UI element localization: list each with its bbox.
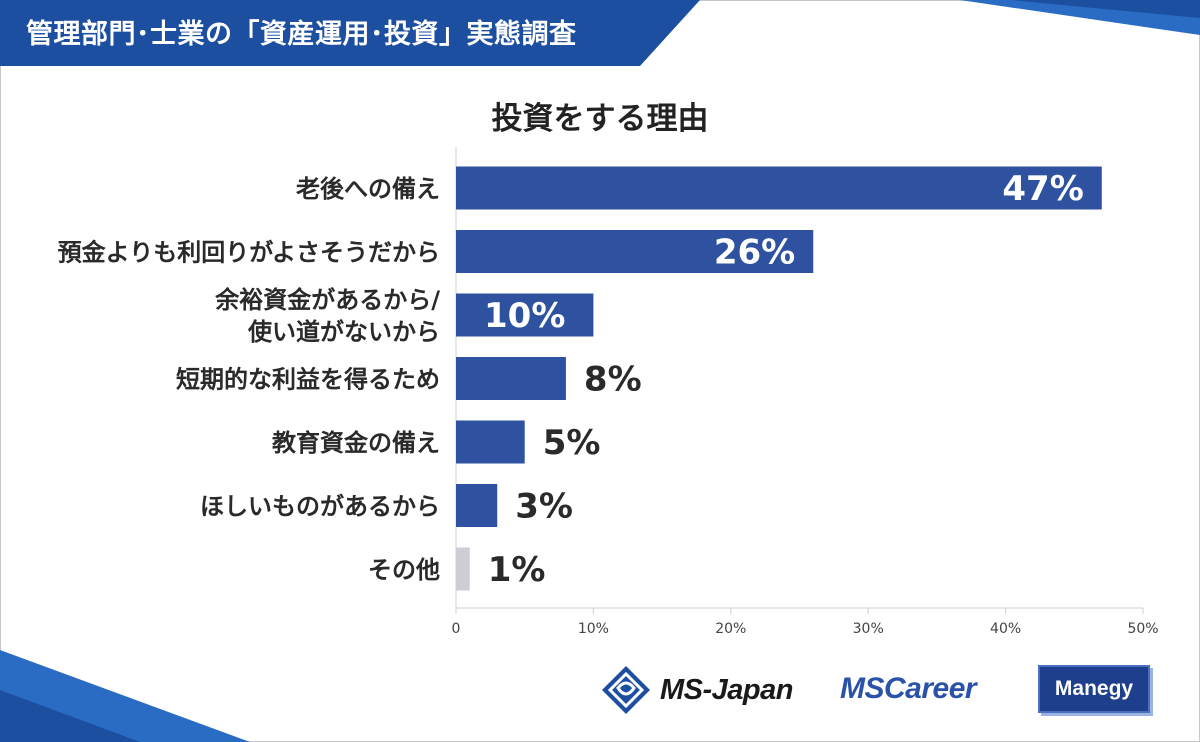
msjapan-diamond-icon — [602, 666, 650, 714]
category-label: ほしいものがあるから — [200, 493, 440, 521]
x-tick-label: 40% — [990, 621, 1021, 637]
category-label: 預金よりも利回りがよさそうだから — [58, 239, 440, 267]
category-label: 教育資金の備え — [272, 429, 440, 457]
bar — [456, 484, 498, 527]
value-label: 10% — [484, 296, 565, 336]
bar — [456, 357, 566, 400]
header-banner — [0, 0, 700, 66]
bar — [456, 293, 594, 337]
bar — [456, 166, 1102, 210]
manegy-logo-text: Manegy — [1054, 677, 1134, 700]
msjapan-logo-text: MS-Japan — [660, 673, 793, 706]
header-title: 管理部門･士業の「資産運用･投資」実態調査 — [26, 19, 577, 50]
x-tick-label: 0 — [452, 621, 461, 637]
x-tick-label: 30% — [853, 621, 884, 637]
manegy-logo: Manegy — [1038, 665, 1150, 713]
bar — [456, 547, 470, 591]
mscareer-logo: MSCareer — [840, 672, 977, 705]
logo-row: MS-Japan MSCareer Manegy — [600, 662, 1160, 718]
value-label: 8% — [584, 360, 642, 400]
bar — [456, 420, 525, 464]
category-label: 老後への備え — [296, 175, 440, 203]
x-tick-label: 20% — [715, 621, 746, 637]
x-tick-label: 50% — [1127, 621, 1158, 637]
value-label: 26% — [714, 233, 795, 273]
chart-title: 投資をする理由 — [491, 101, 709, 137]
x-tick-label: 10% — [578, 621, 609, 637]
msjapan-logo: MS-Japan — [600, 664, 793, 716]
category-label: 余裕資金があるから/使い道がないから — [214, 286, 440, 346]
category-label: その他 — [368, 556, 440, 584]
value-label: 3% — [515, 487, 573, 527]
bar — [456, 230, 814, 273]
value-label: 5% — [543, 423, 601, 463]
value-label: 47% — [1002, 169, 1083, 209]
category-label: 短期的な利益を得るため — [176, 366, 440, 394]
value-label: 1% — [488, 550, 546, 590]
